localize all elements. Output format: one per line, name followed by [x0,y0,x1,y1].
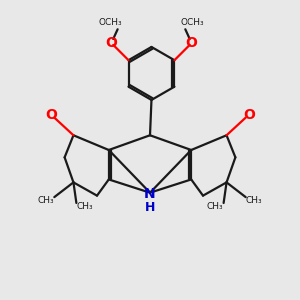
Text: O: O [45,108,57,122]
Text: O: O [243,108,255,122]
Text: OCH₃: OCH₃ [98,18,122,27]
Text: CH₃: CH₃ [38,196,54,205]
Text: H: H [145,201,155,214]
Text: CH₃: CH₃ [206,202,223,211]
Text: OCH₃: OCH₃ [181,18,205,27]
Text: O: O [106,36,117,50]
Text: CH₃: CH₃ [77,202,94,211]
Text: O: O [186,36,197,50]
Text: CH₃: CH₃ [246,196,262,205]
Text: N: N [144,187,156,201]
